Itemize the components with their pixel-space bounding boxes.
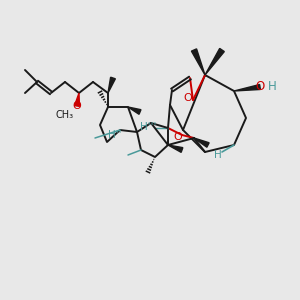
Text: H: H	[268, 80, 276, 94]
Text: O: O	[184, 93, 192, 103]
Text: O: O	[73, 101, 81, 111]
Polygon shape	[128, 107, 141, 114]
Polygon shape	[205, 48, 224, 75]
Polygon shape	[74, 93, 80, 106]
Polygon shape	[194, 138, 209, 147]
Text: O: O	[174, 132, 182, 142]
Polygon shape	[168, 145, 183, 152]
Polygon shape	[234, 85, 260, 91]
Polygon shape	[191, 49, 205, 75]
Polygon shape	[108, 77, 116, 93]
Text: H''': H'''	[140, 122, 156, 132]
Text: O: O	[255, 80, 265, 94]
Text: H'': H''	[108, 130, 122, 140]
Text: CH₃: CH₃	[56, 110, 74, 120]
Text: H: H	[214, 150, 222, 160]
